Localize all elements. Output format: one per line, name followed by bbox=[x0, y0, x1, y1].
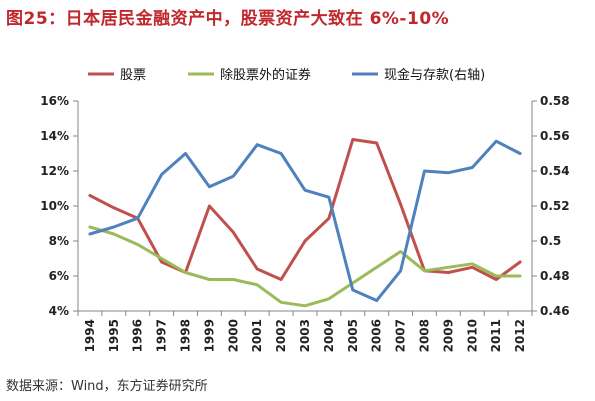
right-y-tick-label: 0.48 bbox=[540, 269, 570, 283]
right-y-tick-label: 0.54 bbox=[540, 164, 570, 178]
x-tick-label: 2012 bbox=[513, 319, 527, 352]
x-tick-label: 1997 bbox=[155, 319, 169, 352]
x-tick-label: 2007 bbox=[394, 319, 408, 352]
left-y-tick-label: 6% bbox=[49, 269, 69, 283]
right-y-tick-label: 0.58 bbox=[540, 94, 570, 108]
left-y-tick-label: 8% bbox=[49, 234, 69, 248]
x-tick-label: 1999 bbox=[202, 319, 216, 352]
x-tick-label: 1998 bbox=[179, 319, 193, 352]
x-tick-label: 1995 bbox=[107, 319, 121, 352]
figure-title: 图25：日本居民金融资产中，股票资产大致在 6%-10% bbox=[6, 9, 450, 29]
x-tick-label: 2005 bbox=[346, 319, 360, 352]
chart-axes bbox=[73, 100, 537, 316]
x-tick-label: 2011 bbox=[489, 319, 503, 352]
series-line-2 bbox=[88, 139, 522, 302]
left-y-tick-label: 16% bbox=[40, 94, 69, 108]
x-tick-label: 2008 bbox=[417, 319, 431, 352]
chart-tick-labels: 4% 6% 8% 10% 12% 14% 16% 0.46 0.48 0.5 0.52 0.54 0.5… bbox=[40, 94, 569, 352]
left-y-tick-label: 10% bbox=[40, 199, 69, 213]
legend-label-0: 股票 bbox=[120, 68, 146, 83]
legend-label-1: 除股票外的证券 bbox=[220, 67, 311, 83]
source-note: 数据来源：Wind，东方证券研究所 bbox=[6, 379, 208, 394]
chart-legend: 股票 除股票外的证券 现金与存款(右轴) bbox=[88, 67, 485, 83]
x-tick-label: 2000 bbox=[226, 319, 240, 352]
right-y-tick-label: 0.5 bbox=[540, 234, 561, 248]
x-tick-label: 2009 bbox=[441, 319, 455, 352]
x-tick-label: 2010 bbox=[465, 319, 479, 352]
left-y-tick-label: 12% bbox=[40, 164, 69, 178]
right-y-tick-label: 0.46 bbox=[540, 304, 570, 318]
series-line-0 bbox=[88, 138, 522, 281]
x-tick-label: 2006 bbox=[370, 319, 384, 352]
x-tick-label: 2004 bbox=[322, 319, 336, 352]
legend-label-2: 现金与存款(右轴) bbox=[384, 67, 485, 83]
x-tick-label: 2001 bbox=[250, 319, 264, 352]
x-tick-label: 1994 bbox=[83, 319, 97, 352]
x-tick-label: 2003 bbox=[298, 319, 312, 352]
right-y-tick-label: 0.56 bbox=[540, 129, 570, 143]
left-y-tick-label: 14% bbox=[40, 129, 69, 143]
chart-series-group bbox=[88, 138, 522, 308]
series-line-1 bbox=[88, 225, 522, 308]
left-y-tick-label: 4% bbox=[49, 304, 69, 318]
right-y-tick-label: 0.52 bbox=[540, 199, 570, 213]
x-tick-label: 2002 bbox=[274, 319, 288, 352]
x-tick-label: 1996 bbox=[131, 319, 145, 352]
